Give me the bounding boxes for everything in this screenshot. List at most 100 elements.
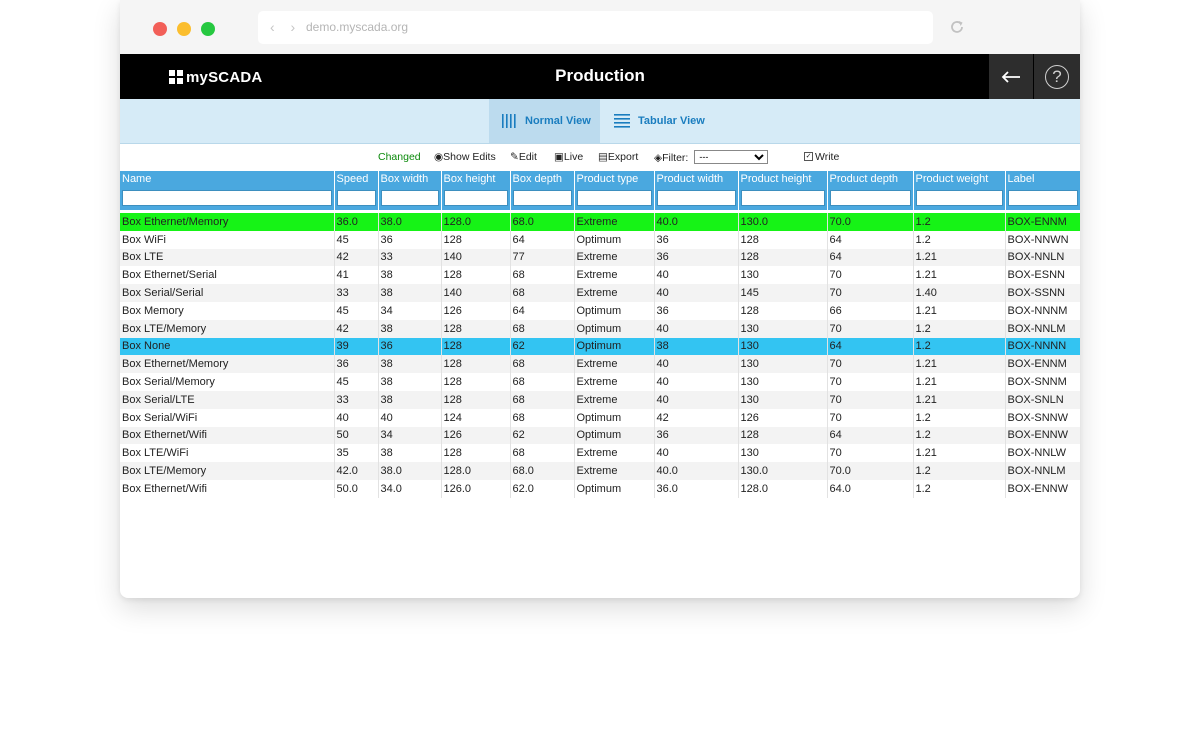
table-cell[interactable]: 64 (827, 337, 914, 356)
table-cell[interactable]: 50 (334, 426, 379, 445)
table-cell[interactable]: 38 (378, 319, 442, 338)
table-cell[interactable]: 130 (738, 266, 828, 285)
table-cell[interactable]: 36 (654, 301, 739, 320)
table-cell[interactable]: 40.0 (654, 462, 739, 480)
table-cell[interactable]: 128.0 (738, 479, 828, 498)
table-cell[interactable]: BOX-NNNN (1005, 337, 1080, 356)
table-cell[interactable]: 50.0 (334, 479, 379, 498)
column-filter-input[interactable] (829, 190, 911, 206)
table-row[interactable]: Box Serial/WiFi 40 40 124 68 Optimum 42 126 70 1.… (120, 408, 1080, 427)
table-cell[interactable]: 45 (334, 230, 379, 249)
table-cell[interactable]: 128 (738, 301, 828, 320)
table-cell[interactable]: 36.0 (334, 213, 379, 231)
table-cell[interactable]: Extreme (574, 248, 655, 267)
table-cell[interactable]: 68 (510, 373, 575, 391)
tab-normal-view[interactable]: Normal View (489, 99, 600, 143)
table-cell[interactable]: BOX-NNWN (1005, 230, 1080, 249)
table-cell[interactable]: Box None (120, 337, 335, 356)
table-cell[interactable]: 128 (441, 373, 511, 391)
table-cell[interactable]: Box Serial/Serial (120, 284, 335, 302)
table-cell[interactable]: Box LTE (120, 248, 335, 267)
table-row[interactable]: Box WiFi 45 36 128 64 Optimum 36 128 64 1.2 BOX-NN… (120, 230, 1080, 249)
table-cell[interactable]: 70.0 (827, 462, 914, 480)
table-cell[interactable]: BOX-ENNW (1005, 479, 1080, 498)
table-cell[interactable]: BOX-NNLM (1005, 319, 1080, 338)
table-cell[interactable]: 128 (441, 444, 511, 463)
table-cell[interactable]: Box Ethernet/Wifi (120, 479, 335, 498)
write-toggle[interactable]: ✓ Write (804, 151, 840, 163)
table-cell[interactable]: 1.2 (913, 337, 1006, 356)
table-cell[interactable]: Extreme (574, 373, 655, 391)
table-cell[interactable]: 62.0 (510, 479, 575, 498)
table-cell[interactable]: 1.21 (913, 390, 1006, 409)
table-row[interactable]: Box None 39 36 128 62 Optimum 38 130 64 1.2 BOX-NN… (120, 337, 1080, 356)
table-row[interactable]: Box Serial/Memory 45 38 128 68 Extreme 40 130 70… (120, 373, 1080, 391)
column-filter-input[interactable] (443, 190, 508, 206)
column-filter-input[interactable] (576, 190, 652, 206)
table-row[interactable]: Box LTE/Memory 42 38 128 68 Optimum 40 130 70 1.2… (120, 319, 1080, 338)
table-cell[interactable]: 36.0 (654, 479, 739, 498)
table-cell[interactable]: 1.2 (913, 319, 1006, 338)
table-cell[interactable]: 64 (510, 301, 575, 320)
table-cell[interactable]: 38 (378, 373, 442, 391)
table-cell[interactable]: 1.21 (913, 301, 1006, 320)
table-row[interactable]: Box Serial/Serial 33 38 140 68 Extreme 40 145 70… (120, 284, 1080, 302)
table-cell[interactable]: 36 (654, 230, 739, 249)
table-cell[interactable]: BOX-SNNW (1005, 408, 1080, 427)
table-cell[interactable]: 40 (654, 355, 739, 374)
table-cell[interactable]: 40 (654, 284, 739, 302)
table-cell[interactable]: Box LTE/WiFi (120, 444, 335, 463)
table-cell[interactable]: 39 (334, 337, 379, 356)
table-cell[interactable]: 70 (827, 373, 914, 391)
table-cell[interactable]: BOX-NNLN (1005, 248, 1080, 267)
table-cell[interactable]: Extreme (574, 355, 655, 374)
table-cell[interactable]: Box Ethernet/Memory (120, 213, 335, 231)
table-cell[interactable]: 1.21 (913, 444, 1006, 463)
write-checkbox[interactable]: ✓ (804, 151, 813, 161)
show-edits-button[interactable]: ◉Show Edits (434, 151, 496, 163)
table-cell[interactable]: 124 (441, 408, 511, 427)
table-cell[interactable]: Box Ethernet/Memory (120, 355, 335, 374)
column-filter-input[interactable] (122, 190, 332, 206)
table-cell[interactable]: 68 (510, 444, 575, 463)
table-cell[interactable]: 130.0 (738, 462, 828, 480)
column-header[interactable]: Product type (574, 171, 655, 187)
table-row[interactable]: Box Ethernet/Wifi 50 34 126 62 Optimum 36 128 64… (120, 426, 1080, 445)
table-cell[interactable]: BOX-SNLN (1005, 390, 1080, 409)
back-button[interactable] (989, 54, 1033, 99)
table-cell[interactable]: 62 (510, 337, 575, 356)
table-cell[interactable]: Extreme (574, 284, 655, 302)
table-cell[interactable]: 42 (654, 408, 739, 427)
table-cell[interactable]: 68 (510, 266, 575, 285)
table-cell[interactable]: 1.2 (913, 479, 1006, 498)
column-filter-input[interactable] (740, 190, 825, 206)
table-cell[interactable]: 128 (738, 426, 828, 445)
table-row[interactable]: Box Ethernet/Serial 41 38 128 68 Extreme 40 130… (120, 266, 1080, 285)
table-cell[interactable]: 70.0 (827, 213, 914, 231)
table-cell[interactable]: Optimum (574, 230, 655, 249)
table-cell[interactable]: 35 (334, 444, 379, 463)
table-cell[interactable]: 40 (378, 408, 442, 427)
table-cell[interactable]: 70 (827, 355, 914, 374)
table-cell[interactable]: 1.21 (913, 373, 1006, 391)
table-cell[interactable]: 38.0 (378, 462, 442, 480)
table-cell[interactable]: 36 (654, 248, 739, 267)
table-cell[interactable]: BOX-ENNW (1005, 426, 1080, 445)
table-cell[interactable]: 38 (378, 355, 442, 374)
tab-tabular-view[interactable]: Tabular View (614, 99, 724, 143)
table-cell[interactable]: 64 (827, 426, 914, 445)
table-cell[interactable]: Optimum (574, 337, 655, 356)
table-cell[interactable]: 42 (334, 319, 379, 338)
table-cell[interactable]: Optimum (574, 319, 655, 338)
table-cell[interactable]: 1.21 (913, 355, 1006, 374)
table-cell[interactable]: 128.0 (441, 213, 511, 231)
table-cell[interactable]: 128 (441, 390, 511, 409)
column-filter-input[interactable] (512, 190, 572, 206)
table-cell[interactable]: BOX-ESNN (1005, 266, 1080, 285)
table-cell[interactable]: 68.0 (510, 213, 575, 231)
table-cell[interactable]: 62 (510, 426, 575, 445)
table-cell[interactable]: 130 (738, 390, 828, 409)
column-header[interactable]: Product weight (913, 171, 1006, 187)
table-cell[interactable]: 68 (510, 319, 575, 338)
table-cell[interactable]: 64 (510, 230, 575, 249)
